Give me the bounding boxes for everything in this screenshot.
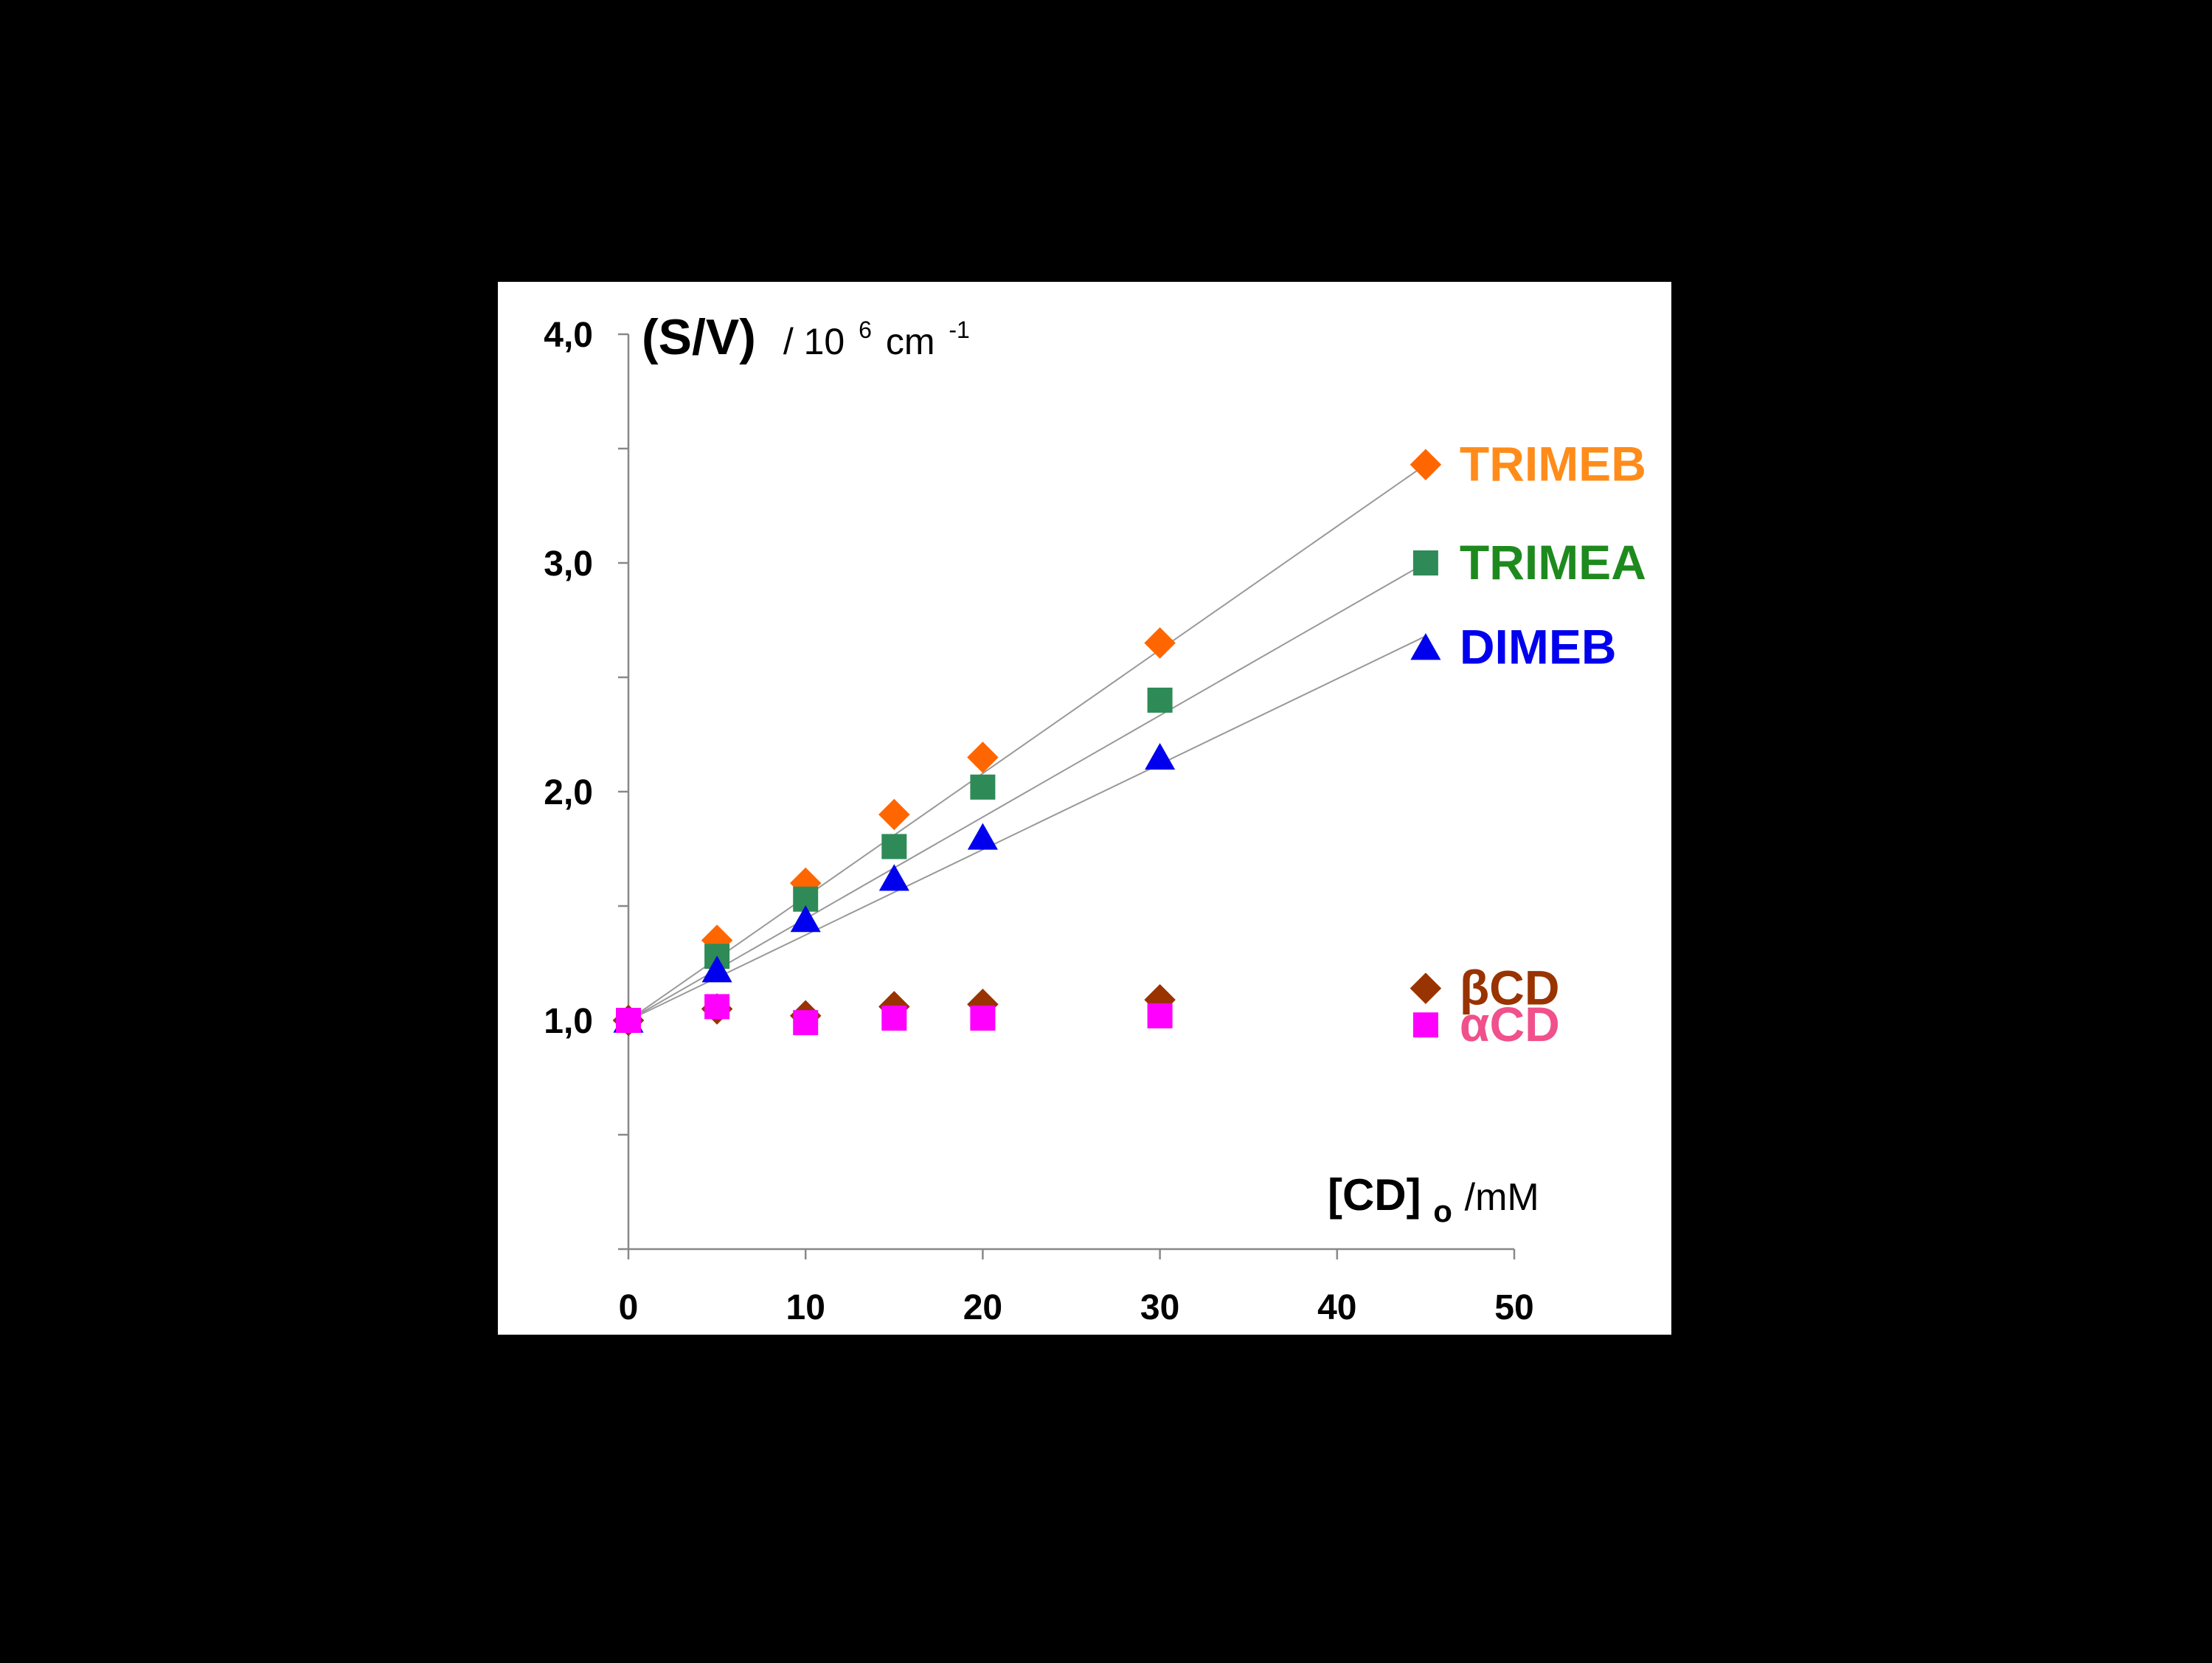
- legend-label-trimea: TRIMEA: [1460, 535, 1646, 590]
- legend-marker-trimea: [1412, 550, 1438, 575]
- x-tick-label: 30: [1140, 1288, 1179, 1327]
- legend-marker-cd: [1410, 972, 1442, 1004]
- point-cd: [1147, 1003, 1173, 1028]
- x-tick-label: 40: [1317, 1288, 1356, 1327]
- point-cd: [881, 1005, 907, 1031]
- y-axis-label-unit-prefix: / 10: [783, 321, 845, 362]
- point-cd: [616, 1008, 641, 1033]
- y-tick-label: 4,0: [544, 316, 593, 355]
- point-cd: [704, 994, 730, 1020]
- y-axis-label-unit-mid: cm: [886, 321, 935, 362]
- y-axis-label-unit-exp2: -1: [949, 317, 969, 343]
- y-tick-label: 2,0: [544, 773, 593, 812]
- y-axis-label-unit-exp: 6: [859, 317, 872, 343]
- point-dimeb: [967, 823, 998, 850]
- point-trimea: [970, 774, 996, 800]
- y-axis-label: (S/V) / 10 6 cm -1: [642, 293, 970, 365]
- plot-panel: [498, 282, 1671, 1335]
- point-trimeb: [878, 798, 910, 831]
- tick-labels: 1,0 2,0 3,0 4,0 0 10 20 30 40 50: [544, 316, 1533, 1327]
- x-axis-label-sub: o: [1433, 1194, 1452, 1228]
- y-tick-label: 1,0: [544, 1002, 593, 1041]
- point-dimeb: [1145, 742, 1176, 770]
- point-cd: [793, 1010, 819, 1036]
- x-tick-label: 0: [619, 1288, 639, 1327]
- x-axis-label-unit: /mM: [1465, 1176, 1539, 1219]
- y-axis-label-main: (S/V): [642, 309, 756, 365]
- y-tick-label: 3,0: [544, 544, 593, 584]
- x-tick-label: 50: [1494, 1288, 1533, 1327]
- legend-marker-trimeb: [1410, 449, 1442, 480]
- legend-marker-cd: [1412, 1012, 1438, 1038]
- fit-line-trimea: [628, 562, 1426, 1021]
- legend-marker-dimeb: [1410, 633, 1441, 660]
- x-tick-label: 10: [786, 1288, 825, 1327]
- point-trimeb: [967, 741, 999, 773]
- point-trimea: [1147, 688, 1173, 713]
- x-axis-label: [CD] o /mM: [1328, 1170, 1539, 1231]
- fit-line-dimeb: [628, 635, 1426, 1021]
- data-points: [612, 627, 1176, 1037]
- legend-label-cd: βCD: [1460, 961, 1560, 1015]
- point-cd: [970, 1005, 996, 1031]
- fit-line-trimeb: [628, 463, 1426, 1021]
- point-trimeb: [1144, 627, 1176, 659]
- x-tick-label: 20: [963, 1288, 1002, 1327]
- legend-label-trimeb: TRIMEB: [1460, 437, 1646, 491]
- legend-label-cd: αCD: [1460, 997, 1560, 1051]
- fit-lines: [628, 463, 1426, 1021]
- legend-label-dimeb: DIMEB: [1460, 620, 1617, 674]
- point-dimeb: [878, 864, 909, 891]
- point-dimeb: [701, 955, 732, 983]
- point-trimea: [881, 834, 907, 860]
- point-dimeb: [790, 905, 821, 933]
- x-axis-label-main: [CD]: [1328, 1170, 1421, 1220]
